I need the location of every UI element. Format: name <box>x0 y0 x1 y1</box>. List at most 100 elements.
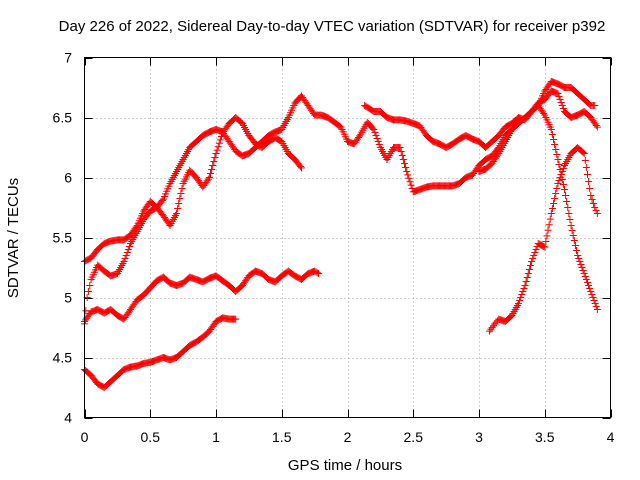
x-tick-label: 2.5 <box>404 429 424 445</box>
x-tick-label: 1 <box>212 429 220 445</box>
data-point <box>558 168 566 175</box>
data-point <box>404 171 412 179</box>
data-point <box>370 126 378 133</box>
data-point <box>374 138 382 145</box>
data-point <box>579 149 587 156</box>
data-point <box>555 161 563 168</box>
data-point <box>579 267 587 274</box>
data-point <box>400 160 408 167</box>
x-tick-label: 3 <box>475 429 483 445</box>
data-point <box>591 300 599 307</box>
data-point <box>212 150 220 157</box>
y-tick-label: 5 <box>64 290 72 306</box>
data-point <box>375 141 383 148</box>
data-point <box>547 126 555 133</box>
data-point <box>522 278 530 285</box>
data-point <box>590 297 598 304</box>
data-point <box>548 131 556 138</box>
data-point <box>525 266 533 273</box>
series-arc-d <box>81 314 240 391</box>
data-point <box>125 243 133 250</box>
data-point <box>569 232 577 239</box>
data-point <box>124 246 132 253</box>
data-point <box>570 237 578 244</box>
data-point <box>120 258 128 265</box>
data-point <box>559 181 567 188</box>
data-point <box>586 185 594 192</box>
data-point <box>591 102 599 109</box>
data-point <box>565 210 573 217</box>
data-point <box>514 300 522 307</box>
data-point <box>529 255 537 262</box>
data-point <box>552 146 560 153</box>
data-point <box>296 163 304 170</box>
data-point <box>553 185 561 192</box>
data-point <box>592 122 600 129</box>
data-point <box>568 227 576 234</box>
data-point <box>487 325 495 333</box>
data-point <box>517 294 525 301</box>
data-point <box>555 177 563 184</box>
data-point <box>524 270 532 277</box>
data-point <box>213 146 221 154</box>
data-point <box>523 274 531 281</box>
data-point <box>582 276 590 283</box>
data-point <box>177 190 185 197</box>
data-point <box>578 264 586 271</box>
data-point <box>559 105 567 112</box>
data-point <box>548 205 556 212</box>
plot-frame <box>84 57 611 418</box>
data-point <box>530 252 538 259</box>
data-point <box>547 210 555 217</box>
data-point <box>519 288 527 295</box>
data-point <box>552 190 560 197</box>
data-point <box>558 102 566 109</box>
data-point <box>557 99 565 106</box>
data-point <box>540 110 548 117</box>
data-point <box>583 171 591 178</box>
data-point <box>562 192 570 199</box>
y-tick-label: 7 <box>64 50 72 66</box>
data-point <box>543 232 551 240</box>
data-point <box>581 273 589 280</box>
y-tick-label: 6 <box>64 170 72 186</box>
data-point <box>566 216 574 223</box>
data-point <box>173 210 181 217</box>
x-tick-label: 4 <box>607 429 615 445</box>
data-point <box>567 222 575 229</box>
x-tick-label: 0 <box>81 429 89 445</box>
data-point <box>399 156 407 163</box>
data-point <box>544 226 552 234</box>
data-point <box>518 291 526 298</box>
data-point <box>587 192 595 199</box>
data-point <box>593 123 601 131</box>
data-point <box>550 136 558 143</box>
data-point <box>528 258 536 265</box>
data-point <box>397 148 405 155</box>
data-point <box>563 198 571 205</box>
data-point <box>486 327 494 335</box>
data-point <box>581 157 589 164</box>
data-point <box>398 152 406 159</box>
y-tick-labels: 4 4.5 5 5.5 6 6.5 7 <box>53 50 73 426</box>
y-tick-label: 5.5 <box>53 230 73 246</box>
data-point <box>178 185 186 192</box>
data-point <box>554 156 562 163</box>
data-point <box>545 221 553 229</box>
data-point <box>121 255 129 262</box>
data-point <box>488 324 496 331</box>
data-point <box>405 174 413 182</box>
data-point <box>174 205 182 212</box>
data-point <box>372 132 380 139</box>
data-point <box>86 282 94 289</box>
data-point <box>407 181 415 189</box>
data-point <box>554 180 562 187</box>
data-point <box>315 270 323 277</box>
data-point <box>521 282 529 289</box>
data-point <box>313 269 321 277</box>
data-point <box>550 200 558 207</box>
data-point <box>406 178 414 186</box>
data-point <box>158 197 166 204</box>
data-point <box>520 285 528 292</box>
